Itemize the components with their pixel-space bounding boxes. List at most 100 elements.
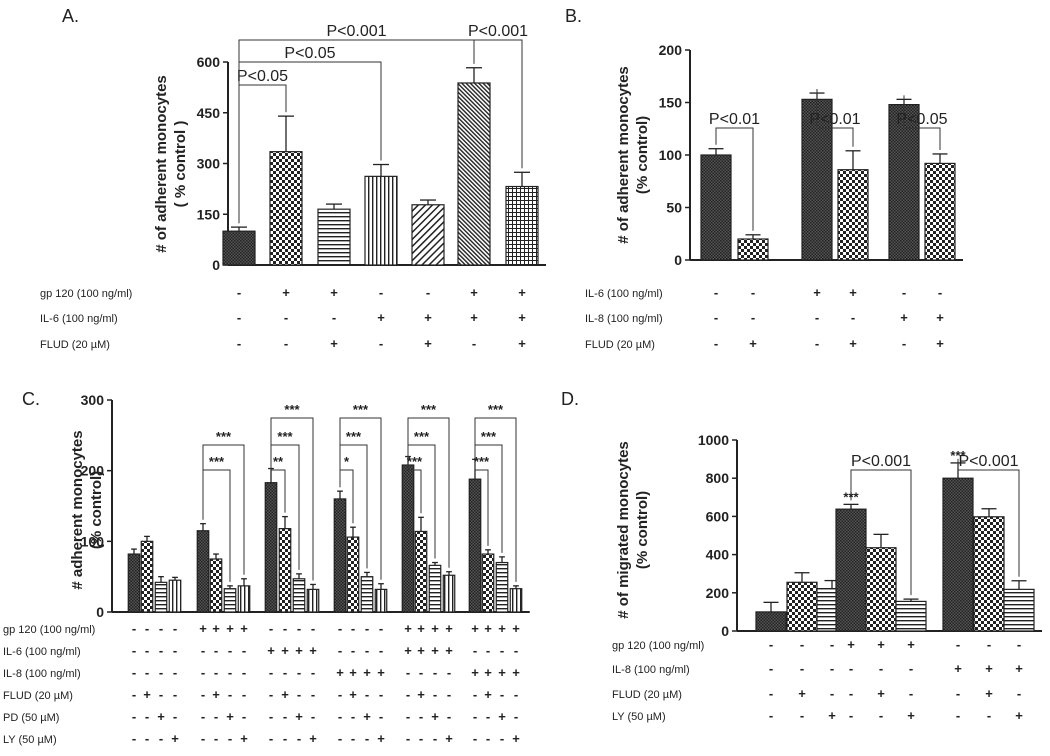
bar — [222, 230, 256, 266]
condition-sign: + — [349, 687, 357, 702]
condition-sign: - — [269, 709, 273, 724]
panel-label: B. — [565, 6, 582, 26]
significance-label: P<0.05 — [237, 68, 288, 85]
condition-sign: - — [800, 637, 804, 652]
bar — [837, 169, 869, 261]
condition-sign: - — [173, 687, 177, 702]
condition-sign: + — [484, 687, 492, 702]
condition-sign: - — [228, 731, 232, 746]
bar — [374, 588, 388, 613]
condition-sign: - — [173, 709, 177, 724]
bar — [269, 151, 303, 266]
condition-sign: + — [377, 665, 385, 680]
y-tick-label: 1000 — [698, 432, 729, 448]
bar — [168, 579, 182, 613]
condition-sign: + — [471, 665, 479, 680]
condition-sign: - — [486, 731, 490, 746]
condition-sign: - — [419, 709, 423, 724]
bar — [973, 516, 1005, 632]
condition-sign: + — [512, 665, 520, 680]
significance-label: *** — [407, 454, 423, 469]
condition-sign: - — [365, 687, 369, 702]
bar — [737, 238, 769, 261]
significance-bracket — [473, 39, 523, 169]
condition-sign: + — [498, 709, 506, 724]
significance-bracket — [407, 417, 450, 568]
significance-label: P<0.001 — [958, 453, 1018, 470]
condition-sign: - — [379, 621, 383, 636]
condition-sign: - — [242, 665, 246, 680]
bar — [755, 611, 787, 632]
condition-sign: - — [173, 643, 177, 658]
condition-sign: - — [500, 643, 504, 658]
condition-sign: - — [338, 643, 342, 658]
condition-sign: - — [472, 336, 476, 351]
condition-sign: + — [798, 686, 806, 701]
significance-label: *** — [481, 429, 497, 444]
y-tick-label: 50 — [666, 200, 682, 216]
condition-sign: + — [212, 621, 220, 636]
condition-sign: - — [379, 687, 383, 702]
condition-sign: - — [159, 687, 163, 702]
condition-sign: - — [751, 310, 755, 325]
condition-sign: + — [240, 731, 248, 746]
bar — [786, 581, 818, 632]
condition-sign: + — [512, 621, 520, 636]
condition-sign: + — [267, 643, 275, 658]
panel-label: D. — [561, 389, 579, 409]
bar — [411, 204, 445, 266]
condition-sign: - — [351, 731, 355, 746]
bar — [895, 600, 927, 632]
condition-sign: - — [800, 708, 804, 723]
y-tick-label: 600 — [706, 508, 730, 524]
condition-sign: - — [909, 686, 913, 701]
condition-sign: + — [985, 661, 993, 676]
condition-sign: - — [938, 285, 942, 300]
condition-sign: + — [281, 687, 289, 702]
bar — [495, 561, 509, 613]
condition-sign: - — [228, 665, 232, 680]
condition-sign: + — [212, 687, 220, 702]
condition-label: IL-6 (100 ng/ml) — [40, 313, 118, 325]
condition-sign: - — [145, 643, 149, 658]
y-tick-label: 300 — [197, 156, 221, 172]
condition-sign: - — [447, 709, 451, 724]
bar — [942, 477, 974, 632]
y-tick-label: 150 — [659, 95, 683, 111]
y-tick-label: 200 — [81, 463, 105, 479]
condition-sign: - — [159, 731, 163, 746]
condition-sign: + — [471, 621, 479, 636]
condition-sign: - — [433, 731, 437, 746]
condition-label: FLUD (20 µM) — [3, 690, 73, 702]
y-axis-title: # adherent monocytes (% control) — [69, 430, 105, 589]
condition-sign: - — [269, 687, 273, 702]
significance-label: P<0.001 — [326, 23, 386, 40]
condition-sign: - — [237, 285, 241, 300]
condition-sign: - — [769, 686, 773, 701]
condition-sign: - — [815, 336, 819, 351]
condition-sign: + — [295, 709, 303, 724]
condition-sign: - — [132, 687, 136, 702]
condition-sign: + — [1015, 708, 1023, 723]
y-tick-label: 0 — [674, 252, 682, 268]
bar — [360, 576, 374, 613]
significance-label: *** — [353, 402, 369, 417]
condition-sign: + — [240, 621, 248, 636]
condition-sign: + — [330, 336, 338, 351]
condition-sign: + — [813, 285, 821, 300]
significance-label: P<0.05 — [896, 111, 947, 128]
condition-sign: + — [907, 708, 915, 723]
condition-sign: + — [431, 643, 439, 658]
condition-sign: - — [132, 643, 136, 658]
significance-label: *** — [346, 429, 362, 444]
bar — [317, 208, 351, 266]
condition-sign: - — [849, 708, 853, 723]
significance-label: ** — [273, 454, 284, 469]
condition-sign: + — [363, 709, 371, 724]
bar — [481, 553, 495, 613]
condition-sign: + — [847, 637, 855, 652]
condition-sign: - — [406, 731, 410, 746]
condition-sign: + — [936, 336, 944, 351]
condition-label: PD (50 µM) — [3, 712, 59, 724]
condition-label: IL-6 (100 ng/ml) — [585, 288, 663, 300]
